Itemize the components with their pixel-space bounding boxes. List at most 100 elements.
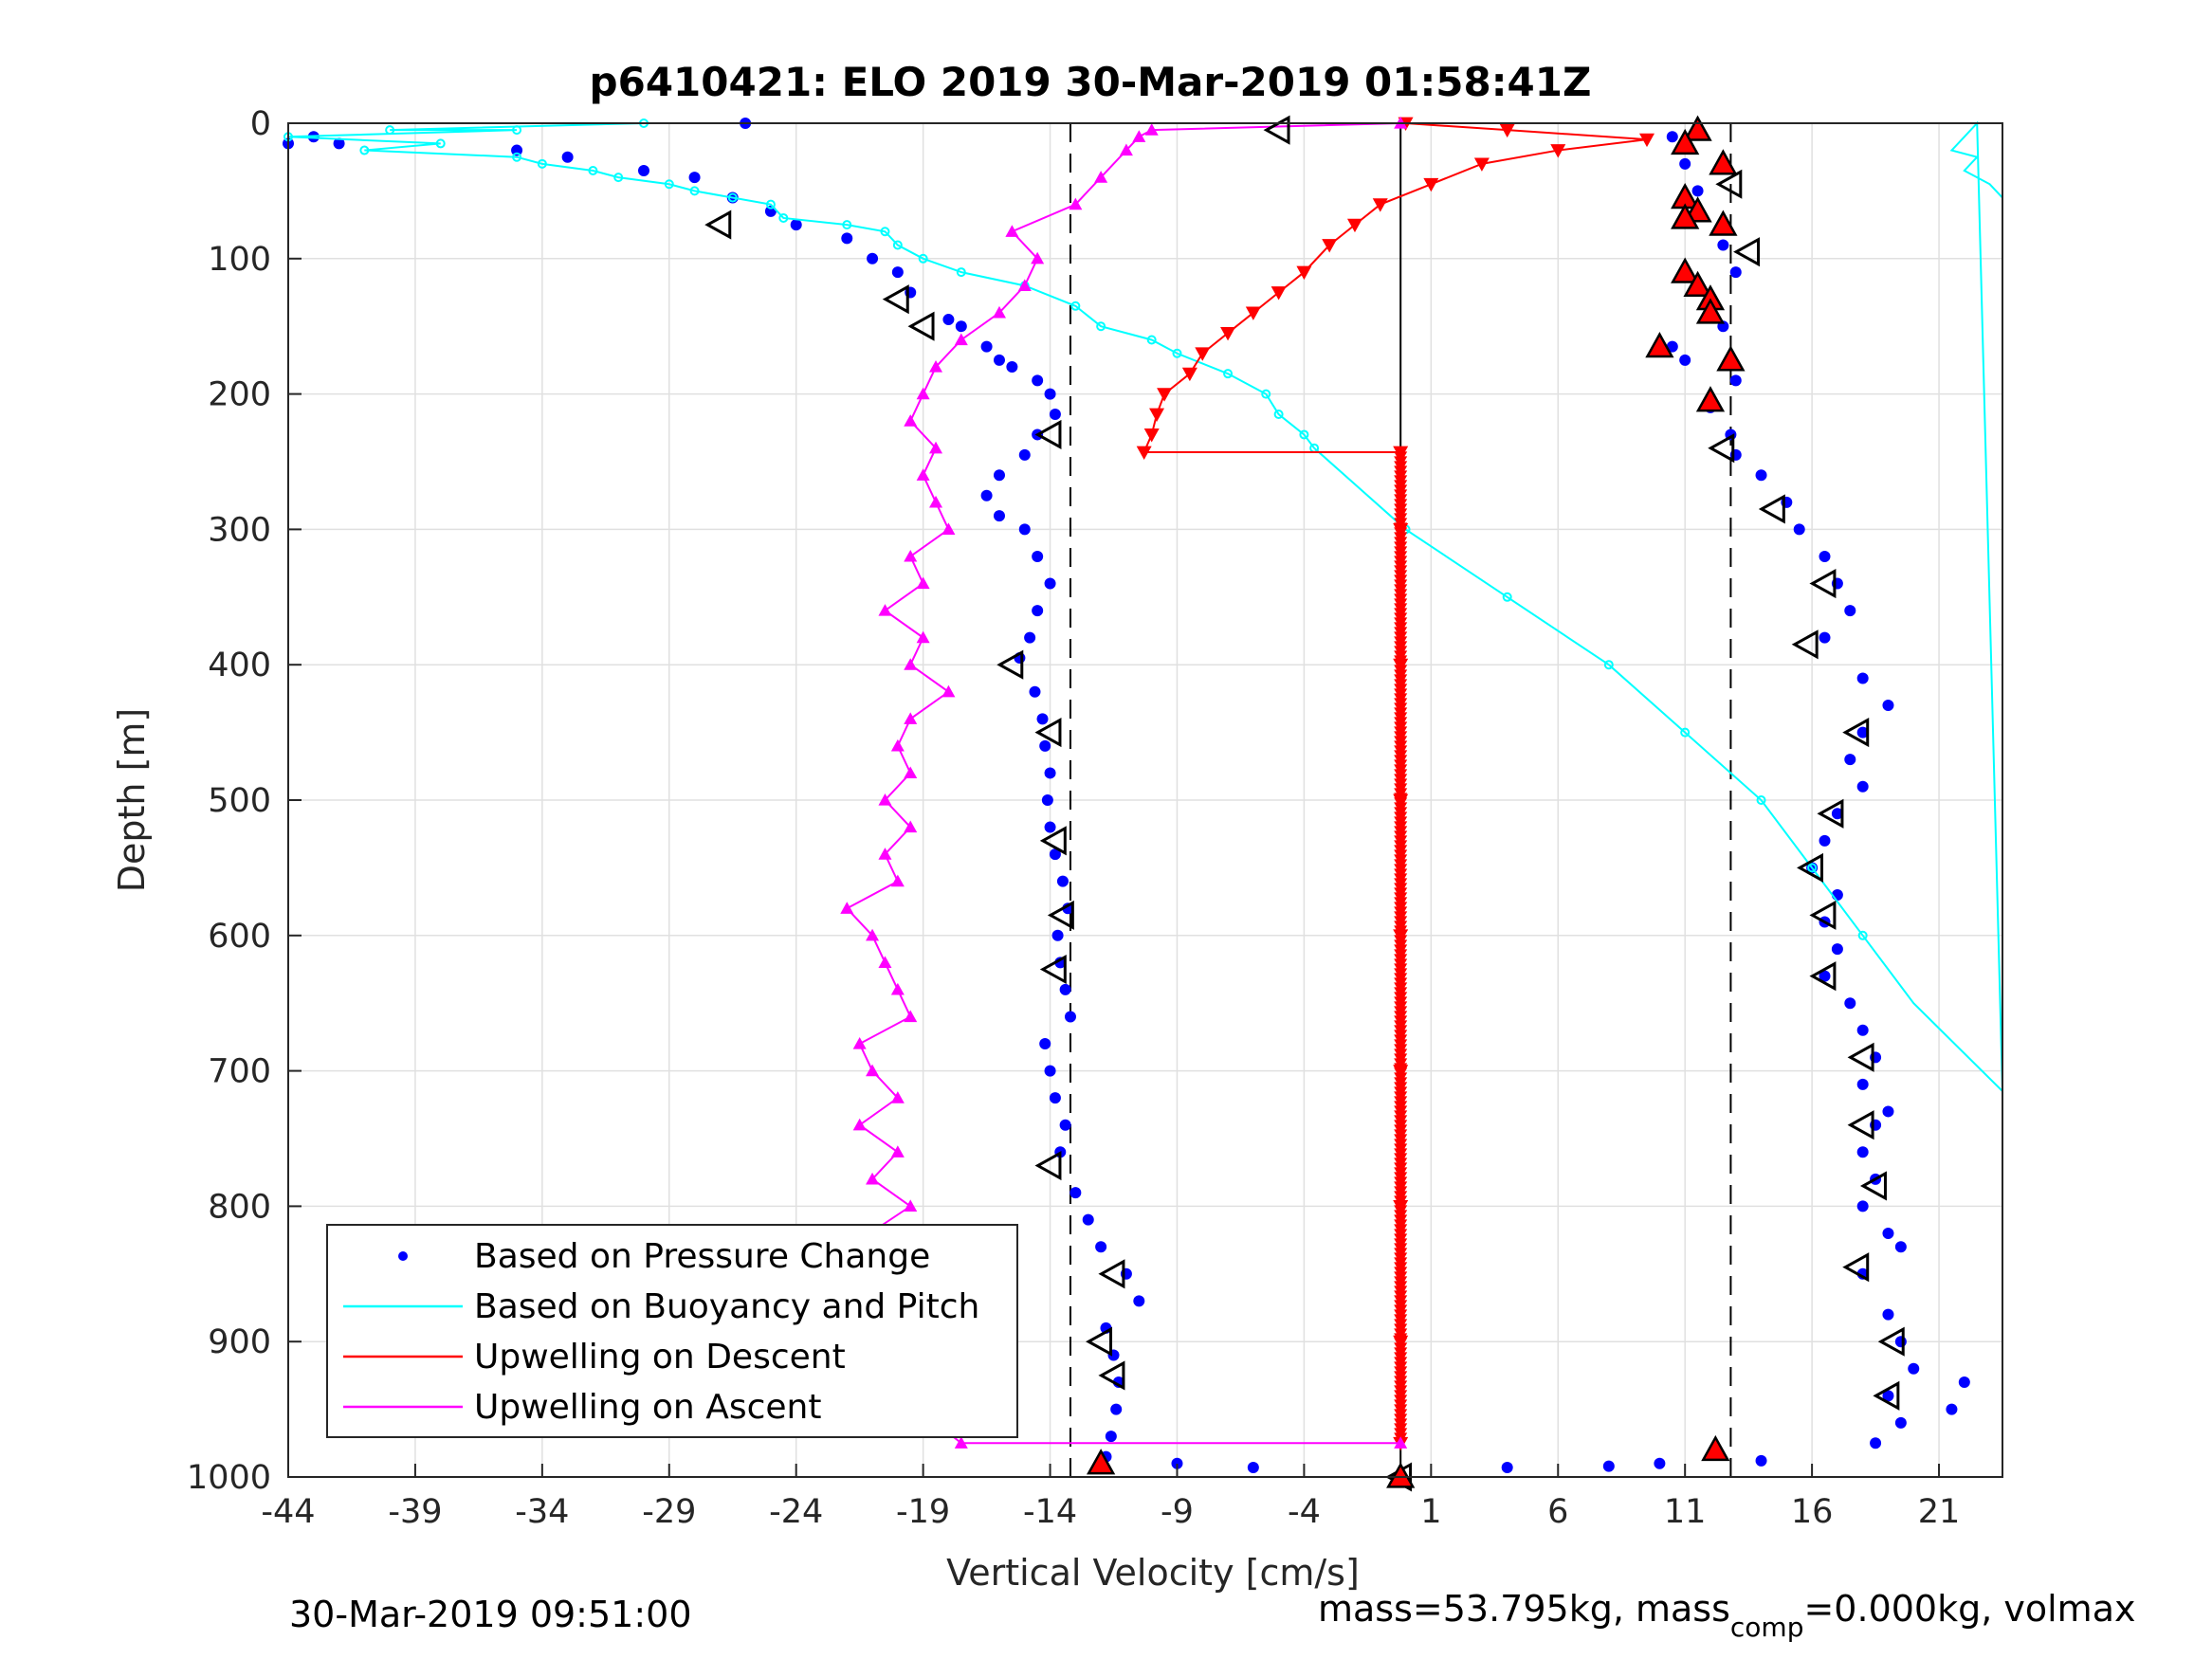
pressure-point (1856, 780, 1869, 793)
open-triangle-marker (907, 311, 935, 341)
ascent-point (904, 820, 918, 833)
pressure-point (1602, 1460, 1615, 1472)
ascent-point (878, 604, 892, 616)
x-tick-label: -19 (896, 1493, 950, 1531)
buoyancy-point (1261, 389, 1271, 399)
pressure-point (1882, 1390, 1894, 1402)
x-tick-label: -9 (1161, 1493, 1194, 1531)
pressure-point (1856, 1024, 1869, 1036)
descent-point (1195, 347, 1211, 361)
descent-point (1181, 367, 1197, 382)
pressure-point (1247, 1462, 1259, 1474)
pressure-point (891, 266, 904, 279)
pressure-point (1882, 700, 1894, 712)
pressure-point (1882, 1308, 1894, 1321)
pressure-point (1044, 1065, 1056, 1077)
pressure-point (1041, 794, 1053, 806)
pressure-point (1729, 266, 1742, 279)
x-tick-label: 1 (1420, 1493, 1441, 1531)
y-tick-label: 0 (250, 105, 271, 143)
pressure-point (1856, 1146, 1869, 1158)
open-triangle-marker (1039, 954, 1067, 985)
pressure-point (1039, 739, 1051, 752)
buoyancy-point (537, 158, 547, 169)
y-axis-ticks: 0 100 200 300 400 500 600 700 800 900 1000 (187, 105, 302, 1497)
descent-point (1346, 218, 1362, 233)
open-triangle-marker (1791, 629, 1819, 660)
pressure-point (1036, 713, 1049, 725)
open-triangle-marker (1708, 433, 1735, 464)
filled-triangle-marker (1709, 149, 1738, 175)
pressure-point (1654, 1457, 1666, 1469)
ascent-point (916, 576, 930, 590)
ascent-point (890, 982, 905, 995)
y-tick-label: 400 (208, 647, 271, 684)
pressure-point (1691, 185, 1704, 197)
pressure-point (1819, 631, 1831, 644)
pressure-point (841, 232, 853, 245)
ascent-point (941, 522, 956, 535)
ascent-point (866, 928, 880, 941)
filled-triangle-marker (1386, 1462, 1416, 1488)
pressure-point (1894, 1241, 1907, 1253)
pressure-point (1006, 361, 1018, 374)
buoyancy-point (588, 165, 598, 175)
plot-area (283, 115, 2004, 1492)
pressure-point (1856, 1200, 1869, 1212)
ascent-point (904, 414, 918, 427)
open-triangle-marker (1873, 1380, 1900, 1411)
ascent-point (954, 333, 968, 346)
pressure-point (1679, 157, 1691, 170)
filled-triangle-marker (1645, 332, 1674, 358)
descent-point (1639, 133, 1655, 148)
pressure-point (1666, 340, 1678, 353)
ascent-point (916, 387, 930, 400)
pressure-point (1095, 1241, 1107, 1253)
descent-point (1550, 144, 1566, 158)
legend-symbol (398, 1251, 408, 1261)
descent-point (1149, 408, 1165, 423)
pressure-point (1049, 409, 1061, 421)
buoyancy-point (1807, 863, 1818, 873)
x-tick-label: -4 (1288, 1493, 1321, 1531)
pressure-point (1679, 354, 1691, 366)
x-axis-label: Vertical Velocity [cm/s] (946, 1552, 1360, 1594)
open-triangle-marker (1809, 568, 1837, 599)
descent-point (1245, 306, 1261, 320)
pressure-point (1666, 131, 1678, 143)
series-markers-filled-red (1087, 115, 1746, 1488)
ascent-point (890, 1145, 905, 1158)
open-triangle-marker (1809, 961, 1837, 992)
open-triangle-marker (1797, 852, 1824, 883)
open-triangle-marker (1817, 798, 1844, 829)
buoyancy-point (842, 220, 852, 230)
pressure-point (1831, 943, 1843, 956)
pressure-point (1755, 1454, 1767, 1467)
filled-triangle-marker (1671, 257, 1700, 283)
buoyancy-point (1172, 348, 1182, 358)
legend: Based on Pressure Change Based on Buoyanc… (326, 1224, 1018, 1438)
x-tick-label: -24 (769, 1493, 823, 1531)
ascent-point (904, 1199, 918, 1212)
pressure-point (1819, 970, 1831, 982)
ascent-point (1119, 143, 1133, 156)
ascent-point (904, 712, 918, 724)
ascent-point (929, 441, 943, 454)
x-tick-label: -14 (1023, 1493, 1077, 1531)
pressure-point (980, 489, 993, 501)
buoyancy-point (689, 186, 700, 196)
pressure-point (1032, 550, 1044, 562)
pressure-point (867, 252, 879, 264)
y-tick-label: 200 (208, 376, 271, 414)
pressure-point (1793, 523, 1805, 536)
x-axis-ticks: -44 -39 -34 -29 -24 -19 -14 -9 -4 1 6 11 16 21 (261, 1464, 1960, 1531)
buoyancy-point (1299, 429, 1309, 440)
open-triangle-marker (1715, 169, 1743, 199)
pressure-point (688, 172, 701, 184)
buoyancy-point (435, 138, 446, 149)
pressure-point (1958, 1376, 1970, 1389)
pressure-point (1844, 997, 1856, 1010)
descent-point (1473, 157, 1490, 172)
x-tick-label: 11 (1664, 1493, 1707, 1531)
filled-triangle-marker (1683, 270, 1712, 298)
